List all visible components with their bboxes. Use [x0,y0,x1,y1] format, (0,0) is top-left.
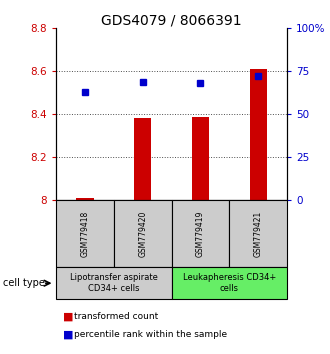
Text: cell type: cell type [3,278,45,288]
Text: transformed count: transformed count [74,312,158,321]
Bar [76,198,94,200]
Bar [192,118,209,200]
Title: GDS4079 / 8066391: GDS4079 / 8066391 [101,13,242,27]
Bar [249,69,267,200]
Text: GSM779421: GSM779421 [254,211,263,257]
Text: GSM779419: GSM779419 [196,210,205,257]
Text: GSM779420: GSM779420 [138,210,147,257]
Bar [134,119,151,200]
Text: GSM779418: GSM779418 [81,211,89,257]
Text: percentile rank within the sample: percentile rank within the sample [74,330,227,339]
Text: ■: ■ [63,312,73,322]
Text: Leukapheresis CD34+
cells: Leukapheresis CD34+ cells [183,274,276,293]
Text: ■: ■ [63,330,73,339]
Text: Lipotransfer aspirate
CD34+ cells: Lipotransfer aspirate CD34+ cells [70,274,158,293]
